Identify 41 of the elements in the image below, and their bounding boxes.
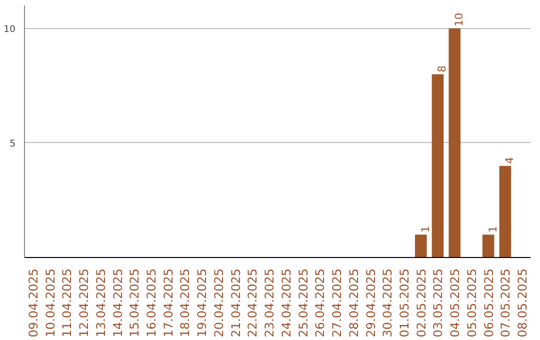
x-tick-label: 16.04.2025: [144, 268, 158, 338]
x-tick-label: 04.05.2025: [448, 268, 462, 338]
x-tick-label: 17.04.2025: [161, 268, 176, 338]
x-tick-label: 20.04.2025: [212, 268, 226, 338]
x-tick-label: 21.04.2025: [228, 268, 243, 338]
x-tick-label: 23.04.2025: [262, 268, 277, 338]
x-tick-label: 29.04.2025: [364, 268, 378, 338]
x-tick-label: 19.04.2025: [195, 268, 210, 338]
x-tick-label: 27.04.2025: [330, 268, 344, 338]
x-tick-label: 25.04.2025: [296, 268, 310, 338]
x-tick-label: 11.04.2025: [60, 268, 74, 338]
x-tick-label: 30.04.2025: [380, 268, 395, 338]
bar: [432, 74, 444, 258]
x-tick-label: 01.05.2025: [398, 268, 412, 338]
data-label: 4: [503, 156, 516, 164]
x-tick-label: 15.04.2025: [128, 268, 142, 338]
y-tick-label: 5: [10, 138, 16, 150]
x-tick-label: 24.04.2025: [279, 268, 294, 338]
x-tick-label: 12.04.2025: [77, 268, 92, 338]
x-tick-label: 28.04.2025: [346, 268, 361, 338]
bar: [448, 28, 461, 258]
x-tick-label: 03.05.2025: [431, 268, 446, 338]
data-label: 1: [418, 226, 432, 233]
bar: [414, 234, 427, 258]
bar: [482, 234, 494, 258]
data-label: 10: [452, 12, 466, 26]
x-tick-label: 18.04.2025: [178, 268, 192, 338]
bar: [499, 166, 512, 258]
x-tick-label: 08.05.2025: [516, 268, 530, 338]
x-tick-label: 26.04.2025: [313, 268, 328, 338]
x-tick-label: 10.04.2025: [43, 268, 58, 338]
x-tick-label: 14.04.2025: [110, 268, 125, 338]
data-label: 1: [486, 226, 500, 233]
x-tick-label: 06.05.2025: [482, 268, 496, 338]
data-label: 8: [436, 65, 449, 72]
x-tick-label: 09.04.2025: [26, 268, 40, 338]
x-tick-label: 05.05.2025: [464, 268, 479, 338]
x-tick-label: 07.05.2025: [498, 268, 513, 338]
x-tick-label: 22.04.2025: [246, 268, 260, 338]
x-tick-label: 02.05.2025: [414, 268, 428, 338]
x-tick-label: 13.04.2025: [94, 268, 108, 338]
